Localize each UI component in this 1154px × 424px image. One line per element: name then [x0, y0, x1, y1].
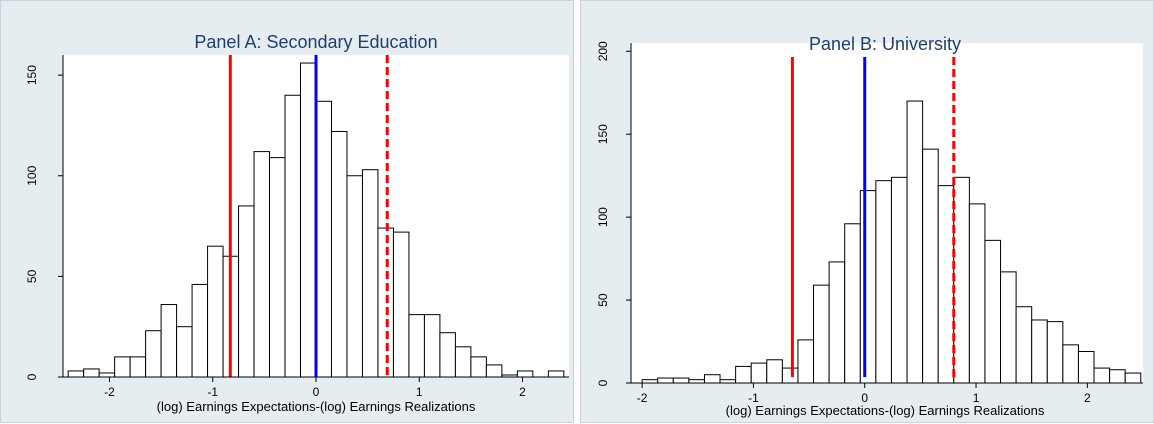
y-tick-label: 50: [596, 293, 610, 307]
histogram-bar: [828, 261, 846, 384]
histogram-bar: [859, 190, 877, 384]
histogram-panel-a: Panel A: Secondary Education (log) Earni…: [25, 32, 569, 414]
x-tick-label: 2: [1084, 391, 1091, 405]
histogram-bar: [766, 359, 783, 384]
histogram-bar: [423, 314, 441, 378]
chart-title: Panel B: University: [809, 34, 961, 54]
histogram-bar: [1015, 306, 1033, 384]
histogram-bar: [361, 169, 379, 378]
reference-lines: [790, 57, 956, 377]
histogram-bar: [984, 239, 1002, 384]
x-tick-label: 1: [973, 391, 980, 405]
x-tick-label: 0: [861, 391, 868, 405]
histogram-bar: [875, 180, 892, 384]
histogram-bar: [1000, 271, 1017, 384]
axes: -2 -1 0 1 2 0 50 100 150 200: [596, 41, 1143, 405]
histogram-bar: [906, 100, 924, 384]
x-tick-label: -1: [207, 385, 218, 399]
histogram-bar: [922, 148, 939, 384]
reference-lines: [228, 55, 389, 377]
x-tick-label: 0: [313, 385, 320, 399]
histogram-bar: [1046, 321, 1064, 384]
histogram-bar: [300, 62, 317, 378]
histogram-bar: [890, 176, 908, 384]
histogram-bar: [392, 231, 410, 378]
histogram-bar: [813, 284, 830, 384]
y-tick-label: 0: [596, 379, 610, 386]
histogram-bar: [315, 100, 332, 378]
histogram-bar: [797, 339, 815, 384]
x-tick-label: -2: [637, 391, 648, 405]
bars: [641, 100, 1142, 384]
histogram-bar: [735, 365, 752, 384]
histogram-bar: [114, 356, 131, 378]
histogram-bar: [1124, 372, 1142, 384]
y-tick-label: 0: [25, 373, 39, 380]
histogram-bar: [377, 227, 394, 378]
histogram-bar: [191, 283, 209, 378]
histogram-bar: [98, 372, 116, 378]
x-tick-label: -1: [748, 391, 759, 405]
x-axis-label: (log) Earnings Expectations-(log) Earnin…: [726, 403, 1045, 418]
histogram-bar: [145, 330, 162, 378]
y-tick-label: 200: [596, 41, 610, 61]
y-tick-label: 150: [25, 65, 39, 85]
histogram-bar: [346, 175, 363, 378]
histogram-bar: [750, 362, 768, 384]
histogram-bar: [269, 157, 286, 378]
histogram-bar: [238, 205, 255, 378]
histogram-bar: [83, 368, 100, 378]
histogram-bar: [160, 304, 178, 378]
x-tick-label: 1: [416, 385, 423, 399]
y-tick-label: 100: [596, 207, 610, 227]
histogram-bar: [968, 203, 986, 384]
y-tick-label: 100: [25, 165, 39, 185]
histogram-bar: [1109, 369, 1126, 384]
histogram-bar: [1093, 367, 1111, 384]
histogram-bar: [253, 151, 271, 378]
histogram-bar: [657, 377, 674, 384]
histogram-bar: [176, 326, 193, 378]
panel-a: Panel A: Secondary Education (log) Earni…: [0, 0, 574, 423]
histogram-bar: [516, 370, 534, 378]
y-tick-label: 50: [25, 269, 39, 283]
histogram-bar: [330, 130, 348, 378]
histogram-bar: [129, 356, 147, 378]
axes: -2 -1 0 1 2 0 50 100 150: [25, 55, 569, 399]
histogram-bar: [67, 370, 85, 378]
histogram-bar: [672, 377, 690, 384]
x-axis-label: (log) Earnings Expectations-(log) Earnin…: [157, 399, 476, 414]
histogram-panel-b: Panel B: University (log) Earnings Expec…: [596, 34, 1143, 418]
histogram-bar: [439, 332, 456, 378]
histogram-bar: [454, 346, 472, 378]
chart-title: Panel A: Secondary Education: [194, 32, 437, 52]
histogram-bar: [937, 185, 955, 384]
histogram-bar: [408, 314, 425, 378]
panel-b: Panel B: University (log) Earnings Expec…: [580, 0, 1154, 423]
histogram-bar: [470, 356, 487, 378]
y-tick-label: 150: [596, 124, 610, 144]
histogram-bar: [953, 176, 970, 384]
histogram-bar: [485, 364, 503, 378]
histogram-bar: [781, 367, 799, 384]
histogram-bar: [284, 94, 302, 378]
histogram-bar: [1031, 319, 1048, 384]
x-tick-label: -2: [104, 385, 115, 399]
histogram-bar: [1077, 350, 1095, 384]
histogram-bar: [207, 245, 224, 378]
x-tick-label: 2: [519, 385, 526, 399]
histogram-bar: [547, 370, 565, 378]
histogram-bar: [1062, 344, 1079, 384]
histogram-bar: [703, 374, 721, 384]
histogram-bar: [844, 223, 861, 384]
